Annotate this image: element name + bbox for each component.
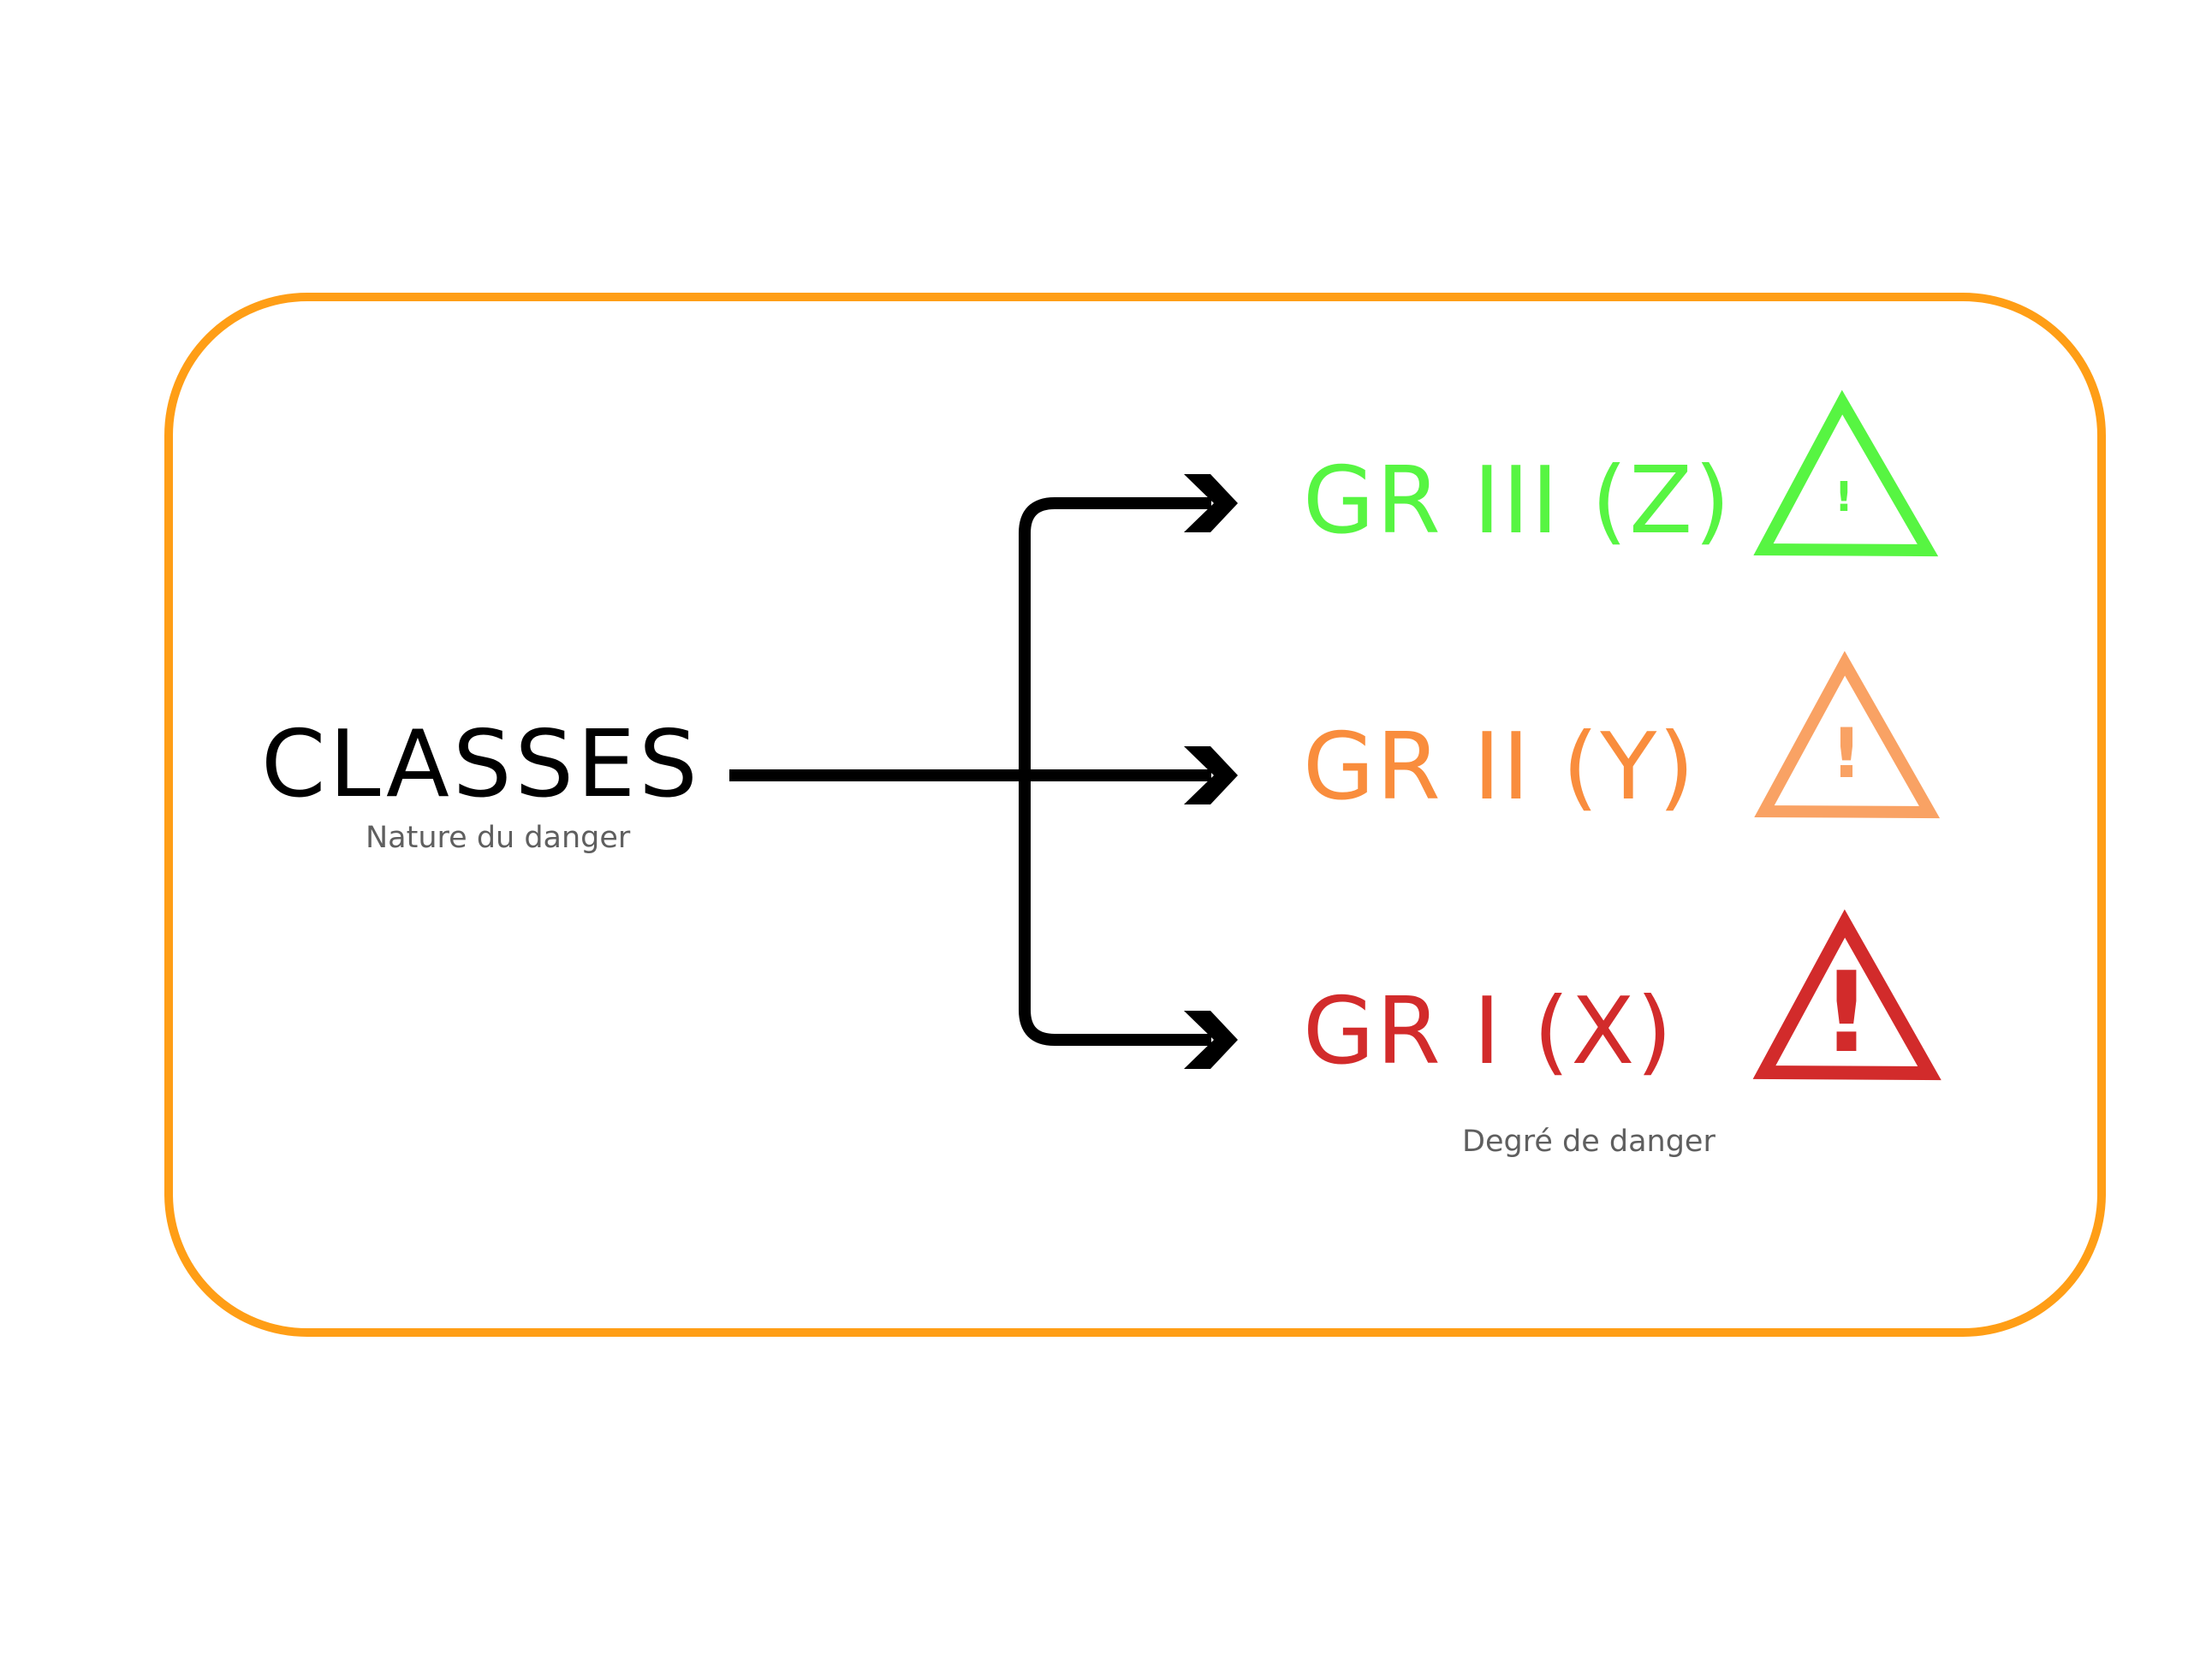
warning-triangle-icon: ! <box>1764 923 1930 1077</box>
exclamation-gr3: ! <box>1834 473 1853 521</box>
group-label-gr3: GR III (Z) <box>1303 455 1732 548</box>
source-caption: Nature du danger <box>366 823 630 853</box>
source-title: CLASSES <box>261 719 701 811</box>
warning-triangle-icon: ! <box>1764 663 1930 812</box>
target-caption: Degré de danger <box>1462 1127 1715 1157</box>
branch-connector <box>729 503 1211 1040</box>
group-label-gr1: GR I (X) <box>1303 986 1674 1078</box>
warning-triangle-icon: ! <box>1763 402 1928 550</box>
exclamation-gr2: ! <box>1831 714 1862 793</box>
exclamation-gr1: ! <box>1821 947 1871 1077</box>
group-label-gr2: GR II (Y) <box>1303 721 1696 814</box>
